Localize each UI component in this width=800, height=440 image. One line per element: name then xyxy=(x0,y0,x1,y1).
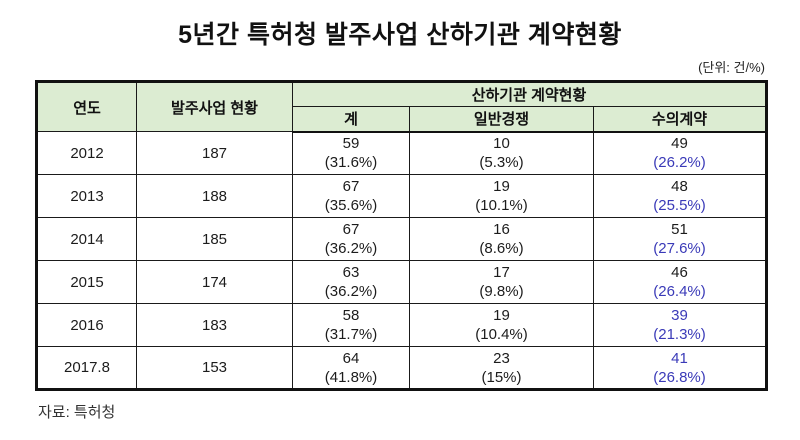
cell-total: 58 (31.7%) xyxy=(292,303,410,347)
table-row: 2014 185 67 (36.2%) 16 (8.6%) 51 (27.6%) xyxy=(36,217,767,261)
table-row: 2016 183 58 (31.7%) 19 (10.4%) 39 (21.3%… xyxy=(36,303,767,347)
header-total: 계 xyxy=(292,106,410,133)
cell-count: 17 xyxy=(493,264,510,281)
cell-percent: (31.6%) xyxy=(324,154,378,172)
cell-count: 67 xyxy=(342,178,360,195)
table-row: 2015 174 63 (36.2%) 17 (9.8%) 46 (26.4%) xyxy=(36,260,767,304)
header-projects: 발주사업 현황 xyxy=(136,81,293,132)
cell-count: 39 xyxy=(671,307,688,324)
cell-open-bid: 19 (10.4%) xyxy=(409,303,594,347)
header-open-bid: 일반경쟁 xyxy=(409,106,594,133)
cell-count: 16 xyxy=(493,221,510,238)
cell-percent: (8.6%) xyxy=(479,240,524,257)
header-negotiated: 수의계약 xyxy=(593,106,767,133)
unit-note: (단위: 건/%) xyxy=(698,60,765,75)
page-title: 5년간 특허청 발주사업 산하기관 계약현황 xyxy=(178,21,622,49)
cell-percent: (31.7%) xyxy=(324,326,378,343)
cell-count: 64 xyxy=(342,349,360,367)
cell-open-bid: 23 (15%) xyxy=(409,346,594,390)
cell-count: 63 xyxy=(342,264,360,281)
cell-total: 63 (36.2%) xyxy=(292,260,410,304)
cell-projects: 188 xyxy=(136,174,293,218)
source-note: 자료: 특허청 xyxy=(38,404,116,421)
cell-total: 64 (41.8%) xyxy=(292,346,410,390)
cell-count: 10 xyxy=(493,135,510,153)
cell-year: 2015 xyxy=(36,260,137,304)
cell-percent: (5.3%) xyxy=(479,154,524,172)
cell-count: 51 xyxy=(671,221,688,238)
header-year: 연도 xyxy=(36,81,137,132)
cell-open-bid: 17 (9.8%) xyxy=(409,260,594,304)
cell-percent: (26.8%) xyxy=(653,368,706,386)
cell-count: 23 xyxy=(493,349,510,367)
cell-open-bid: 19 (10.1%) xyxy=(409,174,594,218)
cell-total: 67 (35.6%) xyxy=(292,174,410,218)
cell-year: 2012 xyxy=(36,131,137,175)
cell-projects: 185 xyxy=(136,217,293,261)
cell-year: 2017.8 xyxy=(36,346,137,390)
table-row: 2017.8 153 64 (41.8%) 23 (15%) 41 (26.8%… xyxy=(36,346,767,390)
cell-negotiated: 51 (27.6%) xyxy=(593,217,767,261)
cell-count: 59 xyxy=(342,135,360,153)
cell-count: 41 xyxy=(671,349,688,367)
cell-count: 67 xyxy=(342,221,360,238)
table-row: 2012 187 59 (31.6%) 10 (5.3%) 49 (26.2%) xyxy=(36,131,767,175)
cell-negotiated: 48 (25.5%) xyxy=(593,174,767,218)
cell-percent: (35.6%) xyxy=(324,197,378,214)
cell-percent: (10.4%) xyxy=(475,326,528,343)
cell-negotiated: 46 (26.4%) xyxy=(593,260,767,304)
cell-percent: (26.4%) xyxy=(653,283,706,300)
cell-percent: (15%) xyxy=(481,368,522,386)
cell-negotiated: 49 (26.2%) xyxy=(593,131,767,175)
cell-percent: (9.8%) xyxy=(479,283,524,300)
cell-count: 49 xyxy=(671,135,688,153)
cell-year: 2013 xyxy=(36,174,137,218)
cell-count: 19 xyxy=(493,307,510,324)
cell-projects: 153 xyxy=(136,346,293,390)
cell-percent: (36.2%) xyxy=(324,240,378,257)
cell-negotiated: 39 (21.3%) xyxy=(593,303,767,347)
cell-percent: (10.1%) xyxy=(475,197,528,214)
cell-percent: (25.5%) xyxy=(653,197,706,214)
cell-projects: 183 xyxy=(136,303,293,347)
cell-negotiated: 41 (26.8%) xyxy=(593,346,767,390)
cell-count: 46 xyxy=(671,264,688,281)
table-header: 연도 발주사업 현황 산하기관 계약현황 계 일반경쟁 수의계약 xyxy=(36,81,767,133)
cell-percent: (27.6%) xyxy=(653,240,706,257)
cell-year: 2014 xyxy=(36,217,137,261)
cell-count: 48 xyxy=(671,178,688,195)
cell-percent: (26.2%) xyxy=(653,154,706,172)
cell-open-bid: 10 (5.3%) xyxy=(409,131,594,175)
cell-projects: 174 xyxy=(136,260,293,304)
contracts-table: 연도 발주사업 현황 산하기관 계약현황 계 일반경쟁 수의계약 2012 18… xyxy=(35,80,768,391)
cell-count: 19 xyxy=(493,178,510,195)
cell-percent: (36.2%) xyxy=(324,283,378,300)
cell-count: 58 xyxy=(342,307,360,324)
cell-year: 2016 xyxy=(36,303,137,347)
cell-percent: (21.3%) xyxy=(653,326,706,343)
cell-total: 67 (36.2%) xyxy=(292,217,410,261)
cell-percent: (41.8%) xyxy=(324,368,378,386)
header-group: 산하기관 계약현황 xyxy=(292,81,767,107)
cell-total: 59 (31.6%) xyxy=(292,131,410,175)
cell-open-bid: 16 (8.6%) xyxy=(409,217,594,261)
cell-projects: 187 xyxy=(136,131,293,175)
table-row: 2013 188 67 (35.6%) 19 (10.1%) 48 (25.5%… xyxy=(36,174,767,218)
